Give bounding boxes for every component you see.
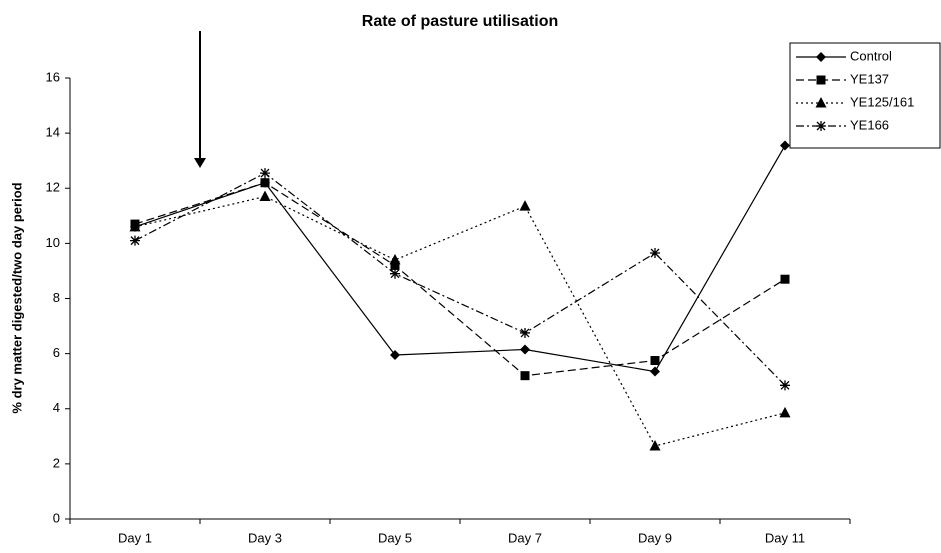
marker [780, 140, 790, 151]
x-tick-label: Day 5 [378, 530, 412, 545]
annotation-arrow [194, 31, 206, 168]
marker [520, 344, 530, 355]
marker [390, 260, 400, 270]
y-tick-label: 8 [53, 290, 60, 305]
marker [390, 268, 400, 279]
y-tick-label: 10 [46, 235, 60, 250]
marker [129, 220, 141, 232]
marker [816, 121, 826, 131]
marker [260, 168, 270, 179]
marker [259, 190, 271, 202]
series-line [134, 195, 786, 447]
legend-label: YE137 [850, 71, 889, 86]
marker [130, 235, 140, 246]
marker [780, 380, 790, 391]
x-tick-label: Day 7 [508, 530, 542, 545]
y-tick-label: 16 [46, 69, 60, 84]
x-tick-label: Day 9 [638, 530, 672, 545]
series-line [134, 145, 786, 373]
marker [389, 253, 401, 265]
marker [520, 327, 530, 338]
legend-label: Control [850, 48, 892, 63]
chart-title: Rate of pasture utilisation [362, 13, 558, 30]
marker [816, 52, 826, 62]
marker [650, 366, 660, 377]
legend-box [789, 42, 941, 149]
marker [649, 439, 661, 451]
y-axis-label: % dry matter digested/two day period [9, 182, 24, 413]
marker [780, 274, 790, 284]
y-tick-label: 14 [46, 125, 60, 140]
marker [260, 178, 270, 188]
series-line [134, 172, 786, 386]
marker [650, 248, 660, 259]
legend-label: YE125/161 [850, 94, 914, 109]
marker [815, 97, 827, 108]
marker [520, 371, 530, 381]
x-tick-label: Day 3 [248, 530, 282, 545]
marker [519, 200, 531, 211]
x-tick-label: Day 1 [118, 530, 152, 545]
marker [390, 350, 400, 361]
legend-label: YE166 [850, 117, 889, 132]
y-tick-label: 12 [46, 180, 60, 195]
marker [779, 406, 791, 418]
y-tick-label: 2 [53, 455, 60, 470]
y-tick-label: 0 [53, 510, 60, 525]
marker [816, 75, 826, 85]
series-line [134, 182, 786, 377]
y-tick-label: 6 [53, 345, 60, 360]
y-tick-label: 4 [53, 400, 60, 415]
marker [650, 356, 660, 366]
x-tick-label: Day 11 [765, 530, 805, 545]
